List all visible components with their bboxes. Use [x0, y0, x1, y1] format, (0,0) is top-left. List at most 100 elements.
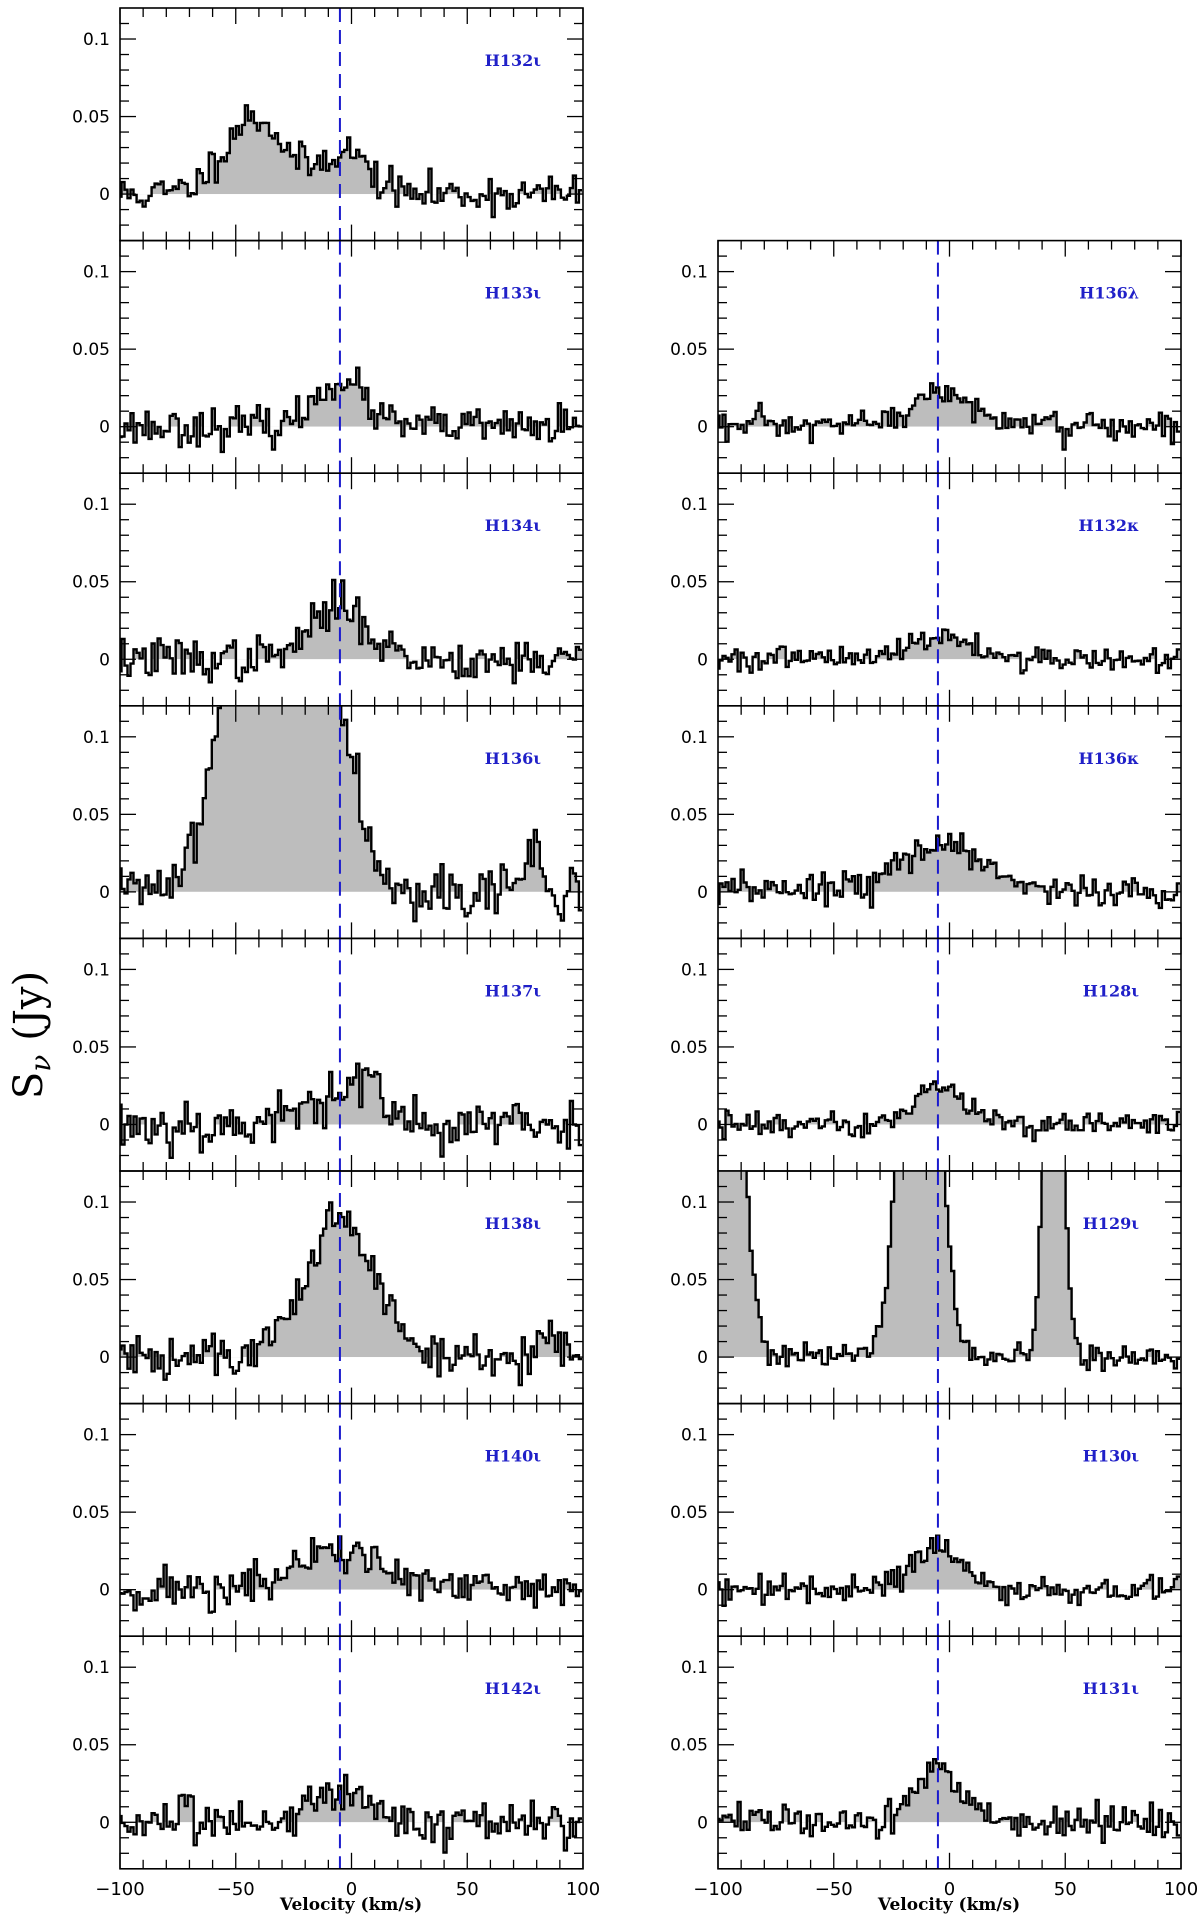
- y-tick-label: 0: [99, 418, 110, 438]
- y-tick-label: 0.05: [72, 108, 110, 128]
- panel-label-h133: H133ι: [485, 284, 542, 303]
- panel-frame: [717, 239, 1182, 475]
- spectrum-fill: [124, 367, 583, 427]
- y-tick-label: 0.1: [83, 1193, 110, 1213]
- panel-frame: [119, 937, 584, 1172]
- panel-h128: 0 0.05 0.1 H128ι: [670, 937, 1182, 1172]
- y-tick-label: 0: [99, 185, 110, 205]
- panel-plot-area: [120, 1535, 582, 1614]
- spectrum-line: [120, 1773, 582, 1854]
- panel-frame: [717, 937, 1182, 1172]
- panel-plot-area: [718, 382, 1180, 451]
- x-tick-label: 0: [346, 1879, 357, 1900]
- y-tick-label: 0.05: [670, 1271, 708, 1291]
- panel-label-h136: H136λ: [1079, 284, 1139, 303]
- y-tick-label: 0.1: [83, 728, 110, 748]
- panel-label-h136: H136κ: [1078, 749, 1139, 768]
- panel-h140: 0 0.05 0.1 H140ι: [72, 1402, 584, 1637]
- spectrum-line: [120, 366, 582, 454]
- panel-h136: 0 0.05 0.1 H136κ: [670, 704, 1182, 940]
- y-tick-label: 0.05: [72, 1271, 110, 1291]
- x-tick-label: 100: [566, 1879, 600, 1900]
- y-tick-label: 0.05: [72, 805, 110, 825]
- y-tick-label: 0.1: [83, 30, 110, 50]
- x-tick-label: 50: [1054, 1879, 1077, 1900]
- panel-plot-area: [120, 104, 583, 219]
- panel-frame: [119, 1635, 584, 1870]
- spectrum-fill: [718, 1535, 1181, 1590]
- panel-label-h131: H131ι: [1083, 1679, 1140, 1698]
- y-axis-label-unit: (Jy): [6, 971, 52, 1041]
- panel-plot-area: [120, 366, 583, 454]
- y-tick-label: 0: [99, 1115, 110, 1135]
- panel-plot-area: [718, 1534, 1181, 1607]
- spectrum-fill: [121, 105, 583, 195]
- panel-frame: [119, 1402, 584, 1637]
- panel-plot-area: [718, 832, 1181, 910]
- panel-plot-area: [718, 1171, 1180, 1372]
- y-tick-label: 0: [99, 1813, 110, 1833]
- panel-plot-area: [120, 578, 583, 685]
- spectrum-fill: [718, 1171, 1168, 1358]
- x-tick-label: 100: [1164, 1879, 1198, 1900]
- y-tick-label: 0.05: [72, 1503, 110, 1523]
- spectrum-line: [718, 832, 1180, 910]
- panel-frame: [717, 704, 1182, 940]
- x-tick-label: −50: [217, 1879, 255, 1900]
- y-tick-label: 0.1: [83, 1658, 110, 1678]
- y-axis-label-main: S: [6, 1072, 52, 1099]
- panel-plot-area: [120, 1201, 582, 1387]
- panel-label-h137: H137ι: [485, 981, 542, 1000]
- x-tick-label: −100: [693, 1879, 742, 1900]
- y-tick-label: 0.05: [670, 1503, 708, 1523]
- spectrum-line: [120, 705, 582, 923]
- panel-plot-area: [718, 1080, 1181, 1143]
- x-tick-label: −50: [815, 1879, 853, 1900]
- spectrum-line: [120, 578, 582, 685]
- y-tick-label: 0: [99, 1348, 110, 1368]
- spectrum-fill: [718, 1759, 1174, 1823]
- x-tick-label: 50: [456, 1879, 479, 1900]
- panel-plot-area: [718, 1758, 1180, 1844]
- panel-label-h128: H128ι: [1083, 981, 1140, 1000]
- y-tick-label: 0.05: [72, 340, 110, 360]
- spectrum-line: [120, 104, 582, 219]
- y-tick-label: 0: [697, 1581, 708, 1601]
- spectrum-line: [718, 1758, 1180, 1844]
- y-tick-label: 0.1: [83, 1426, 110, 1446]
- panel-h133: 0 0.05 0.1 H133ι: [72, 239, 584, 475]
- y-tick-label: 0: [99, 883, 110, 903]
- spectrum-fill: [120, 705, 579, 892]
- panel-label-h134: H134ι: [485, 516, 542, 535]
- y-tick-label: 0.1: [681, 495, 708, 515]
- panel-plot-area: [120, 1062, 582, 1159]
- spectrum-line: [120, 1062, 582, 1159]
- panel-h136: 0 0.05 0.1 H136ι: [72, 704, 584, 940]
- y-tick-label: 0.05: [670, 1736, 708, 1756]
- y-tick-label: 0.05: [670, 805, 708, 825]
- y-tick-label: 0: [697, 1348, 708, 1368]
- y-tick-label: 0: [99, 1581, 110, 1601]
- y-tick-label: 0.05: [670, 340, 708, 360]
- spectrum-fill: [718, 1081, 1181, 1125]
- spectrum-fill: [120, 1775, 583, 1823]
- y-tick-label: 0: [697, 883, 708, 903]
- spectrum-fill: [722, 629, 1181, 660]
- y-tick-label: 0.05: [670, 1038, 708, 1058]
- y-tick-label: 0: [697, 1813, 708, 1833]
- y-tick-label: 0.1: [83, 495, 110, 515]
- y-tick-label: 0.1: [83, 960, 110, 980]
- spectrum-fill: [719, 833, 1181, 892]
- panel-h130: 0 0.05 0.1 H130ι: [670, 1402, 1182, 1637]
- panel-plot-area: [120, 1773, 583, 1854]
- spectrum-line: [718, 1534, 1180, 1607]
- y-tick-label: 0.05: [670, 573, 708, 593]
- spectrum-line: [120, 1201, 582, 1387]
- panel-plot-area: [120, 705, 582, 923]
- y-tick-label: 0: [697, 1115, 708, 1135]
- y-tick-label: 0.05: [72, 1736, 110, 1756]
- spectrum-fill: [120, 1202, 579, 1358]
- panel-h134: 0 0.05 0.1 H134ι: [72, 472, 584, 707]
- panel-frame: [717, 472, 1182, 707]
